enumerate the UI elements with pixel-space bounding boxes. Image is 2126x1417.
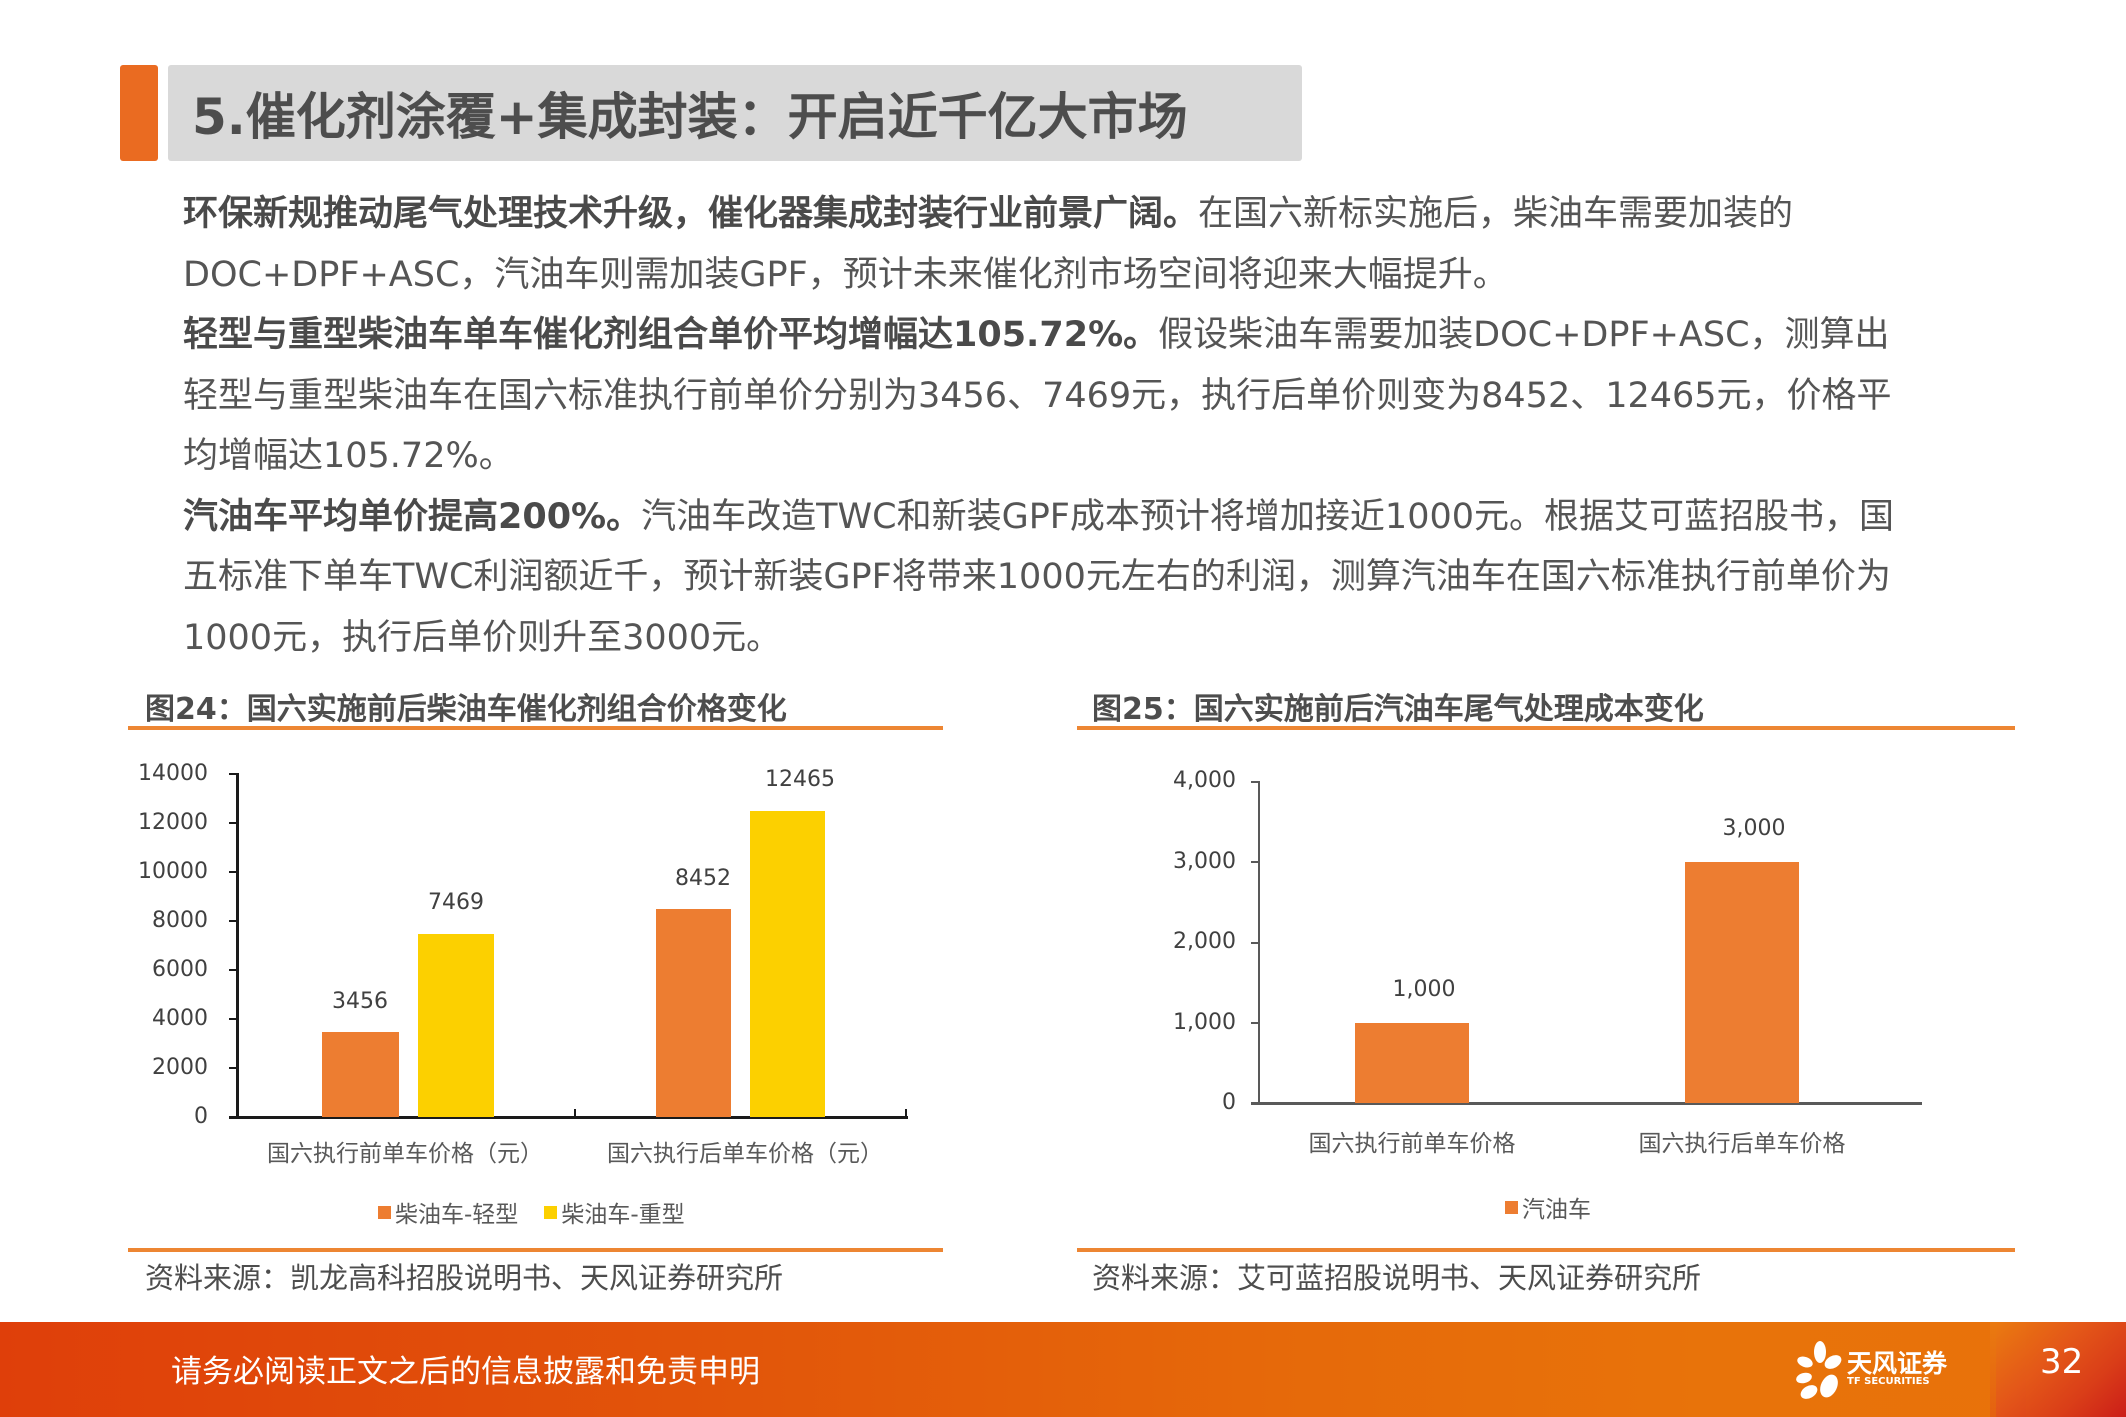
x-axis <box>1251 1102 1922 1105</box>
y-tick-label: 14000 <box>138 761 208 786</box>
y-tick <box>229 969 237 971</box>
y-tick-label: 0 <box>1222 1090 1236 1115</box>
category-label: 国六执行前单车价格 <box>1308 1131 1516 1157</box>
y-tick <box>1251 781 1259 783</box>
paragraph-1-lead: 环保新规推动尾气处理技术升级，催化器集成封装行业前景广阔。 <box>183 194 1199 234</box>
y-tick <box>1251 1022 1259 1024</box>
legend-swatch-yellow-icon <box>544 1205 558 1219</box>
figure-24-source: 资料来源：凯龙高科招股说明书、天风证券研究所 <box>145 1261 784 1295</box>
y-tick-label: 3,000 <box>1173 849 1236 874</box>
legend-item: 柴油车-轻型 <box>378 1195 518 1229</box>
figure-25-title: 图25：国六实施前后汽油车尾气处理成本变化 <box>1092 692 1704 727</box>
bar-gasoline-before <box>1355 1023 1469 1103</box>
y-tick <box>229 1018 237 1020</box>
legend-label: 柴油车-重型 <box>561 1202 685 1228</box>
y-tick <box>229 920 237 922</box>
paragraph-2: 轻型与重型柴油车单车催化剂组合单价平均增幅达105.72%。假设柴油车需要加装D… <box>183 305 1903 487</box>
figure-24-top-rule <box>128 726 943 730</box>
paragraph-3-lead: 汽油车平均单价提高200%。 <box>183 496 642 537</box>
bar-value-label: 7469 <box>428 890 484 915</box>
bar-heavy-after <box>750 811 825 1117</box>
legend-swatch-orange-icon <box>378 1205 391 1219</box>
legend-label: 汽油车 <box>1522 1197 1591 1223</box>
page-title: 5.催化剂涂覆+集成封装：开启近千亿大市场 <box>192 88 1188 146</box>
logo-english-name: TF SECURITIES <box>1847 1376 1930 1387</box>
y-tick-label: 4000 <box>152 1006 208 1031</box>
y-axis <box>1258 781 1260 1104</box>
legend-label: 柴油车-轻型 <box>395 1202 519 1228</box>
bar-value-label: 12465 <box>765 767 835 792</box>
figure-25-source: 资料来源：艾可蓝招股说明书、天风证券研究所 <box>1092 1261 1702 1295</box>
paragraph-2-lead: 轻型与重型柴油车单车催化剂组合单价平均增幅达105.72%。 <box>183 315 1159 355</box>
category-label: 国六执行后单车价格（元） <box>607 1141 883 1167</box>
y-tick <box>1251 942 1259 944</box>
bar-value-label: 3456 <box>332 989 388 1014</box>
bar-light-after <box>656 909 731 1117</box>
y-tick <box>229 871 237 873</box>
y-tick-label: 2000 <box>152 1055 208 1080</box>
y-tick-label: 4,000 <box>1173 768 1236 793</box>
title-accent-bar <box>120 65 158 161</box>
figure-24-bottom-rule <box>128 1248 943 1252</box>
flower-logo-icon <box>1796 1341 1842 1399</box>
y-tick-label: 12000 <box>138 810 208 835</box>
category-label: 国六执行前单车价格（元） <box>267 1141 543 1167</box>
y-tick-label: 10000 <box>138 859 208 884</box>
paragraph-2-text: 假设柴油车需要加装DOC+DPF+ASC，测算出轻型与重型柴油车在国六标准执行前… <box>183 315 1892 476</box>
x-tick <box>905 1109 907 1117</box>
bar-gasoline-after <box>1685 862 1799 1103</box>
figure-24-legend: 柴油车-轻型 柴油车-重型 <box>378 1195 685 1229</box>
y-tick-label: 8000 <box>152 908 208 933</box>
x-axis <box>229 1116 908 1119</box>
y-tick-label: 6000 <box>152 957 208 982</box>
paragraph-3-text: 汽油车改造TWC和新装GPF成本预计将增加接近1000元。根据艾可蓝招股书，国五… <box>183 496 1894 658</box>
body-text: 环保新规推动尾气处理技术升级，催化器集成封装行业前景广阔。在国六新标实施后，柴油… <box>183 184 1903 668</box>
logo-chinese-name: 天风证券 <box>1847 1349 1948 1378</box>
y-tick <box>229 822 237 824</box>
figure-25-bottom-rule <box>1077 1248 2015 1252</box>
paragraph-1: 环保新规推动尾气处理技术升级，催化器集成封装行业前景广阔。在国六新标实施后，柴油… <box>183 184 1903 305</box>
figure-25-legend: 汽油车 <box>1505 1190 1591 1224</box>
y-tick <box>1251 861 1259 863</box>
bar-light-before <box>322 1032 399 1117</box>
bar-heavy-before <box>418 934 494 1117</box>
x-tick <box>574 1109 576 1117</box>
y-axis <box>236 773 239 1118</box>
disclaimer-text: 请务必阅读正文之后的信息披露和免责申明 <box>171 1354 760 1390</box>
footer-band: 请务必阅读正文之后的信息披露和免责申明 天风证券 TF SECURITIES 3… <box>0 1322 2126 1417</box>
legend-item: 汽油车 <box>1505 1190 1591 1224</box>
figure-24-title: 图24：国六实施前后柴油车催化剂组合价格变化 <box>145 692 787 727</box>
y-tick-label: 2,000 <box>1173 929 1236 954</box>
figure-25-top-rule <box>1077 726 2015 730</box>
y-tick <box>229 1067 237 1069</box>
tf-securities-logo: 天风证券 TF SECURITIES <box>1795 1340 1965 1402</box>
legend-item: 柴油车-重型 <box>544 1195 685 1229</box>
bar-value-label: 8452 <box>675 866 731 891</box>
legend-swatch-orange-icon <box>1505 1200 1518 1214</box>
y-tick-label: 1,000 <box>1173 1010 1236 1035</box>
paragraph-1-text: 在国六新标实施后，柴油车需要加装的DOC+DPF+ASC，汽油车则需加装GPF，… <box>183 194 1794 295</box>
bar-value-label: 3,000 <box>1722 816 1786 841</box>
bar-value-label: 1,000 <box>1392 977 1456 1002</box>
footer-decoration <box>1996 1322 2126 1417</box>
category-label: 国六执行后单车价格 <box>1638 1131 1846 1157</box>
section-title-box: 5.催化剂涂覆+集成封装：开启近千亿大市场 <box>168 65 1302 161</box>
y-tick-label: 0 <box>194 1104 208 1129</box>
paragraph-3: 汽油车平均单价提高200%。汽油车改造TWC和新装GPF成本预计将增加接近100… <box>183 487 1903 669</box>
y-tick <box>229 773 237 775</box>
page-number: 32 <box>2040 1342 2084 1382</box>
